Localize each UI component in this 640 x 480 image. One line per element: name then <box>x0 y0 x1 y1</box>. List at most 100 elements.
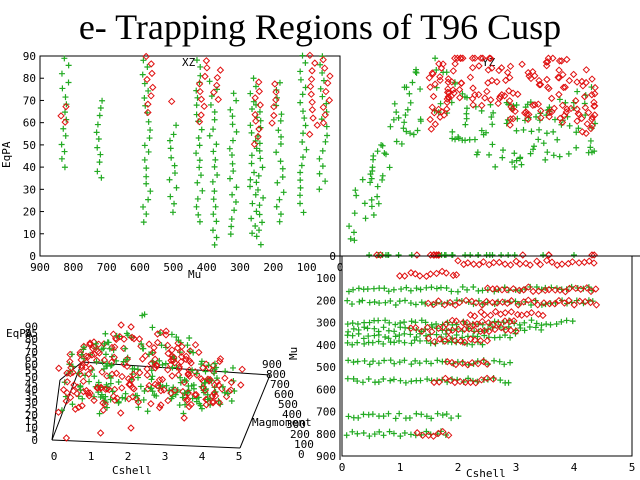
y-tick-label: 400 <box>316 339 336 352</box>
red-point <box>582 129 590 138</box>
green-point <box>433 321 440 328</box>
green-point <box>403 128 410 135</box>
green-point <box>301 115 308 122</box>
green-point <box>247 183 254 190</box>
red-point <box>426 251 435 259</box>
red-point <box>78 402 86 410</box>
green-point <box>103 362 110 369</box>
green-point <box>385 335 392 342</box>
red-point <box>555 90 563 99</box>
y-tick-label: 70 <box>23 94 36 107</box>
red-point <box>429 70 437 78</box>
green-point <box>278 133 285 140</box>
green-point <box>570 252 577 258</box>
red-point <box>565 76 574 85</box>
green-point <box>350 229 357 236</box>
red-point <box>557 57 566 65</box>
red-point <box>411 270 419 278</box>
red-point <box>195 80 204 88</box>
green-point <box>395 252 402 258</box>
red-point <box>501 260 509 268</box>
green-point <box>198 361 205 368</box>
red-point <box>507 297 516 305</box>
green-point <box>210 227 217 234</box>
green-point <box>407 431 414 438</box>
green-point <box>355 414 362 421</box>
red-point <box>573 78 581 86</box>
red-point <box>480 327 488 335</box>
green-point <box>491 334 498 341</box>
green-point <box>397 433 404 440</box>
green-point <box>499 154 506 161</box>
green-point <box>443 411 450 418</box>
green-point <box>138 340 145 347</box>
red-point <box>109 392 118 400</box>
green-point <box>59 85 66 92</box>
green-point <box>351 237 358 244</box>
red-point <box>435 251 443 259</box>
red-point <box>561 83 569 91</box>
green-point <box>210 148 217 155</box>
green-point <box>247 122 254 129</box>
red-point <box>86 340 94 349</box>
green-point <box>146 351 153 358</box>
green-point <box>475 252 482 258</box>
red-point <box>101 385 110 394</box>
y-tick-label: 60 <box>23 117 36 130</box>
green-point <box>249 200 256 207</box>
red-point <box>446 298 454 307</box>
x-tick-label: 0 <box>339 461 346 474</box>
x-tick-label: 2 <box>125 450 132 463</box>
red-point <box>311 59 319 67</box>
green-point <box>279 165 286 172</box>
green-point <box>403 284 410 291</box>
green-point <box>351 210 358 217</box>
red-point <box>144 108 152 117</box>
green-point <box>479 287 486 294</box>
green-point <box>214 171 221 178</box>
red-point <box>396 272 404 280</box>
red-point <box>577 285 585 293</box>
red-point <box>535 81 544 89</box>
green-point <box>147 188 154 195</box>
x-tick-label: 2 <box>455 461 462 474</box>
red-point <box>63 369 71 377</box>
green-point <box>361 357 368 364</box>
green-point <box>382 317 389 324</box>
green-point <box>382 333 389 340</box>
green-point <box>438 300 445 307</box>
red-point <box>308 98 316 106</box>
red-point <box>197 111 205 119</box>
green-point <box>196 157 203 164</box>
red-point <box>440 111 448 119</box>
x-tick-label: 400 <box>197 261 217 274</box>
red-point <box>476 337 485 345</box>
green-point <box>277 117 284 124</box>
green-point <box>210 211 217 218</box>
green-point <box>140 396 147 403</box>
green-point <box>140 57 147 64</box>
green-point <box>380 324 387 331</box>
y-tick-label: 0 <box>329 250 336 263</box>
red-point <box>215 357 224 366</box>
green-point <box>591 148 598 155</box>
green-point <box>374 193 381 200</box>
red-point <box>469 101 477 109</box>
red-point <box>169 356 178 364</box>
green-point <box>449 135 456 142</box>
green-point <box>526 324 533 331</box>
green-point <box>320 77 327 84</box>
green-point <box>428 415 435 422</box>
red-point <box>109 330 118 338</box>
green-point <box>317 61 324 68</box>
green-point <box>276 196 283 203</box>
red-point <box>177 358 185 366</box>
green-point <box>408 361 415 368</box>
red-point <box>174 371 183 379</box>
green-point <box>206 132 213 139</box>
red-point <box>144 100 152 108</box>
red-point <box>497 323 505 332</box>
green-point <box>250 75 257 82</box>
red-point <box>542 58 551 66</box>
red-point <box>590 251 598 259</box>
